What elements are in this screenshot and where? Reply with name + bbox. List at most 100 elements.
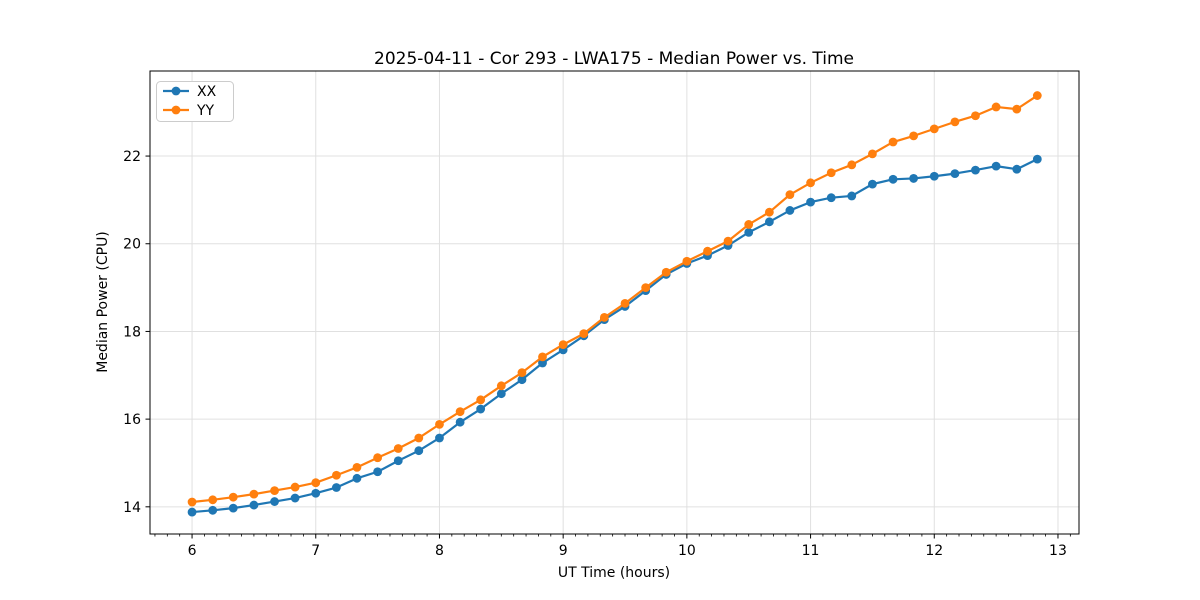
y-tick-label-22: 22	[123, 149, 141, 165]
tick-labels: 6 7 8 9 10 11 12 13 14 16 18 20 22	[123, 149, 1067, 559]
series-YY-marker	[744, 220, 754, 229]
series-XX-marker	[991, 161, 1001, 171]
series-YY-marker	[950, 117, 960, 127]
series-YY-marker	[868, 149, 877, 159]
series-YY-marker	[538, 352, 547, 362]
x-tick-label-12: 12	[925, 543, 943, 559]
y-tick-label-20: 20	[123, 237, 141, 253]
series-XX-marker	[517, 375, 527, 385]
series-YY-marker	[517, 368, 527, 378]
series-YY-marker	[599, 313, 609, 322]
series-YY-marker	[352, 462, 362, 472]
chart-title: 2025-04-11 - Cor 293 - LWA175 - Median P…	[374, 49, 854, 69]
plot-spines	[149, 70, 1080, 535]
series-XX-marker	[208, 505, 218, 515]
series-YY-marker	[249, 489, 259, 499]
legend-label-xx: XX	[197, 84, 217, 100]
series-XX-marker	[826, 193, 836, 203]
series-XX-marker	[270, 497, 279, 506]
series-XX-marker	[352, 473, 362, 483]
gridlines	[150, 71, 1079, 534]
x-axis-label: UT Time (hours)	[558, 565, 670, 581]
y-tick-label-14: 14	[123, 500, 141, 516]
series-YY-marker	[764, 207, 774, 217]
series-XX-line	[190, 158, 1039, 514]
series-XX-marker	[332, 483, 341, 492]
series-XX-marker	[744, 227, 754, 237]
series-YY-marker	[971, 111, 980, 121]
series-YY-marker	[311, 478, 321, 488]
y-tick-label-16: 16	[123, 412, 141, 428]
series-YY-marker	[991, 102, 1001, 112]
series-YY-marker	[270, 486, 279, 495]
series-XX-marker	[929, 171, 939, 181]
series-YY-marker	[558, 340, 568, 349]
series-XX-marker	[435, 433, 444, 443]
series-XX-marker	[290, 493, 300, 503]
series-YY-marker	[703, 246, 712, 256]
series-XX-marker	[373, 467, 383, 477]
series-YY-marker	[661, 267, 671, 277]
series-XX-marker	[806, 197, 815, 207]
series-XX-marker	[187, 507, 197, 517]
x-tick-label-11: 11	[802, 543, 820, 559]
series-YY-marker	[847, 160, 857, 170]
series-XX-marker	[414, 446, 424, 456]
series-XX-marker	[476, 404, 486, 414]
series-XX-marker	[909, 174, 919, 183]
series-YY-marker	[785, 190, 795, 200]
series-XX-marker	[971, 165, 980, 175]
series-XX-marker	[311, 488, 321, 498]
x-tick-label-8: 8	[435, 543, 444, 559]
series-XX-marker	[785, 206, 795, 215]
series-YY-marker	[476, 395, 486, 405]
y-tick-label-18: 18	[123, 324, 141, 340]
axis-ticks	[145, 155, 1071, 539]
series-XX-marker	[1012, 164, 1022, 174]
series-XX-marker	[1032, 154, 1042, 164]
series-XX-marker	[764, 217, 774, 227]
legend-marker-xx	[171, 86, 181, 96]
x-tick-label-10: 10	[678, 543, 696, 559]
series-YY-marker	[455, 407, 465, 417]
legend-marker-yy	[171, 105, 181, 115]
series-YY-marker	[290, 482, 300, 492]
series-XX-marker	[538, 358, 547, 368]
series-YY-marker	[579, 329, 589, 339]
series-YY-marker	[620, 298, 630, 308]
series-XX-marker	[249, 500, 259, 510]
series-XX-marker	[455, 417, 465, 427]
series-XX-marker	[868, 179, 877, 189]
legend-box	[156, 81, 234, 122]
legend-label-yy: YY	[196, 103, 215, 119]
series-YY-marker	[373, 453, 383, 463]
series-YY-marker	[228, 492, 238, 502]
series-YY-marker	[723, 236, 733, 246]
y-axis-label: Median Power (CPU)	[95, 231, 111, 373]
series-YY-marker	[888, 137, 898, 147]
x-tick-label-6: 6	[188, 543, 197, 559]
data-series	[187, 91, 1042, 517]
x-tick-label-13: 13	[1049, 543, 1067, 559]
series-YY-marker	[1032, 91, 1042, 100]
series-YY-marker	[393, 444, 403, 453]
series-XX-marker	[888, 174, 898, 184]
series-YY-marker	[496, 381, 506, 391]
series-YY-marker	[826, 168, 836, 178]
series-YY-marker	[641, 283, 651, 292]
x-tick-label-7: 7	[311, 543, 320, 559]
series-XX-marker	[847, 191, 857, 201]
plot-border	[149, 70, 1080, 535]
series-XX-marker	[228, 503, 238, 513]
series-XX-marker	[496, 389, 506, 399]
series-XX-marker	[950, 169, 960, 178]
series-XX-marker	[393, 456, 403, 466]
x-tick-label-9: 9	[559, 543, 568, 559]
series-YY-marker	[414, 433, 424, 443]
series-YY-marker	[208, 495, 218, 505]
series-YY-marker	[435, 419, 444, 429]
series-YY-marker	[332, 470, 341, 480]
legend: XX YY	[156, 81, 234, 122]
